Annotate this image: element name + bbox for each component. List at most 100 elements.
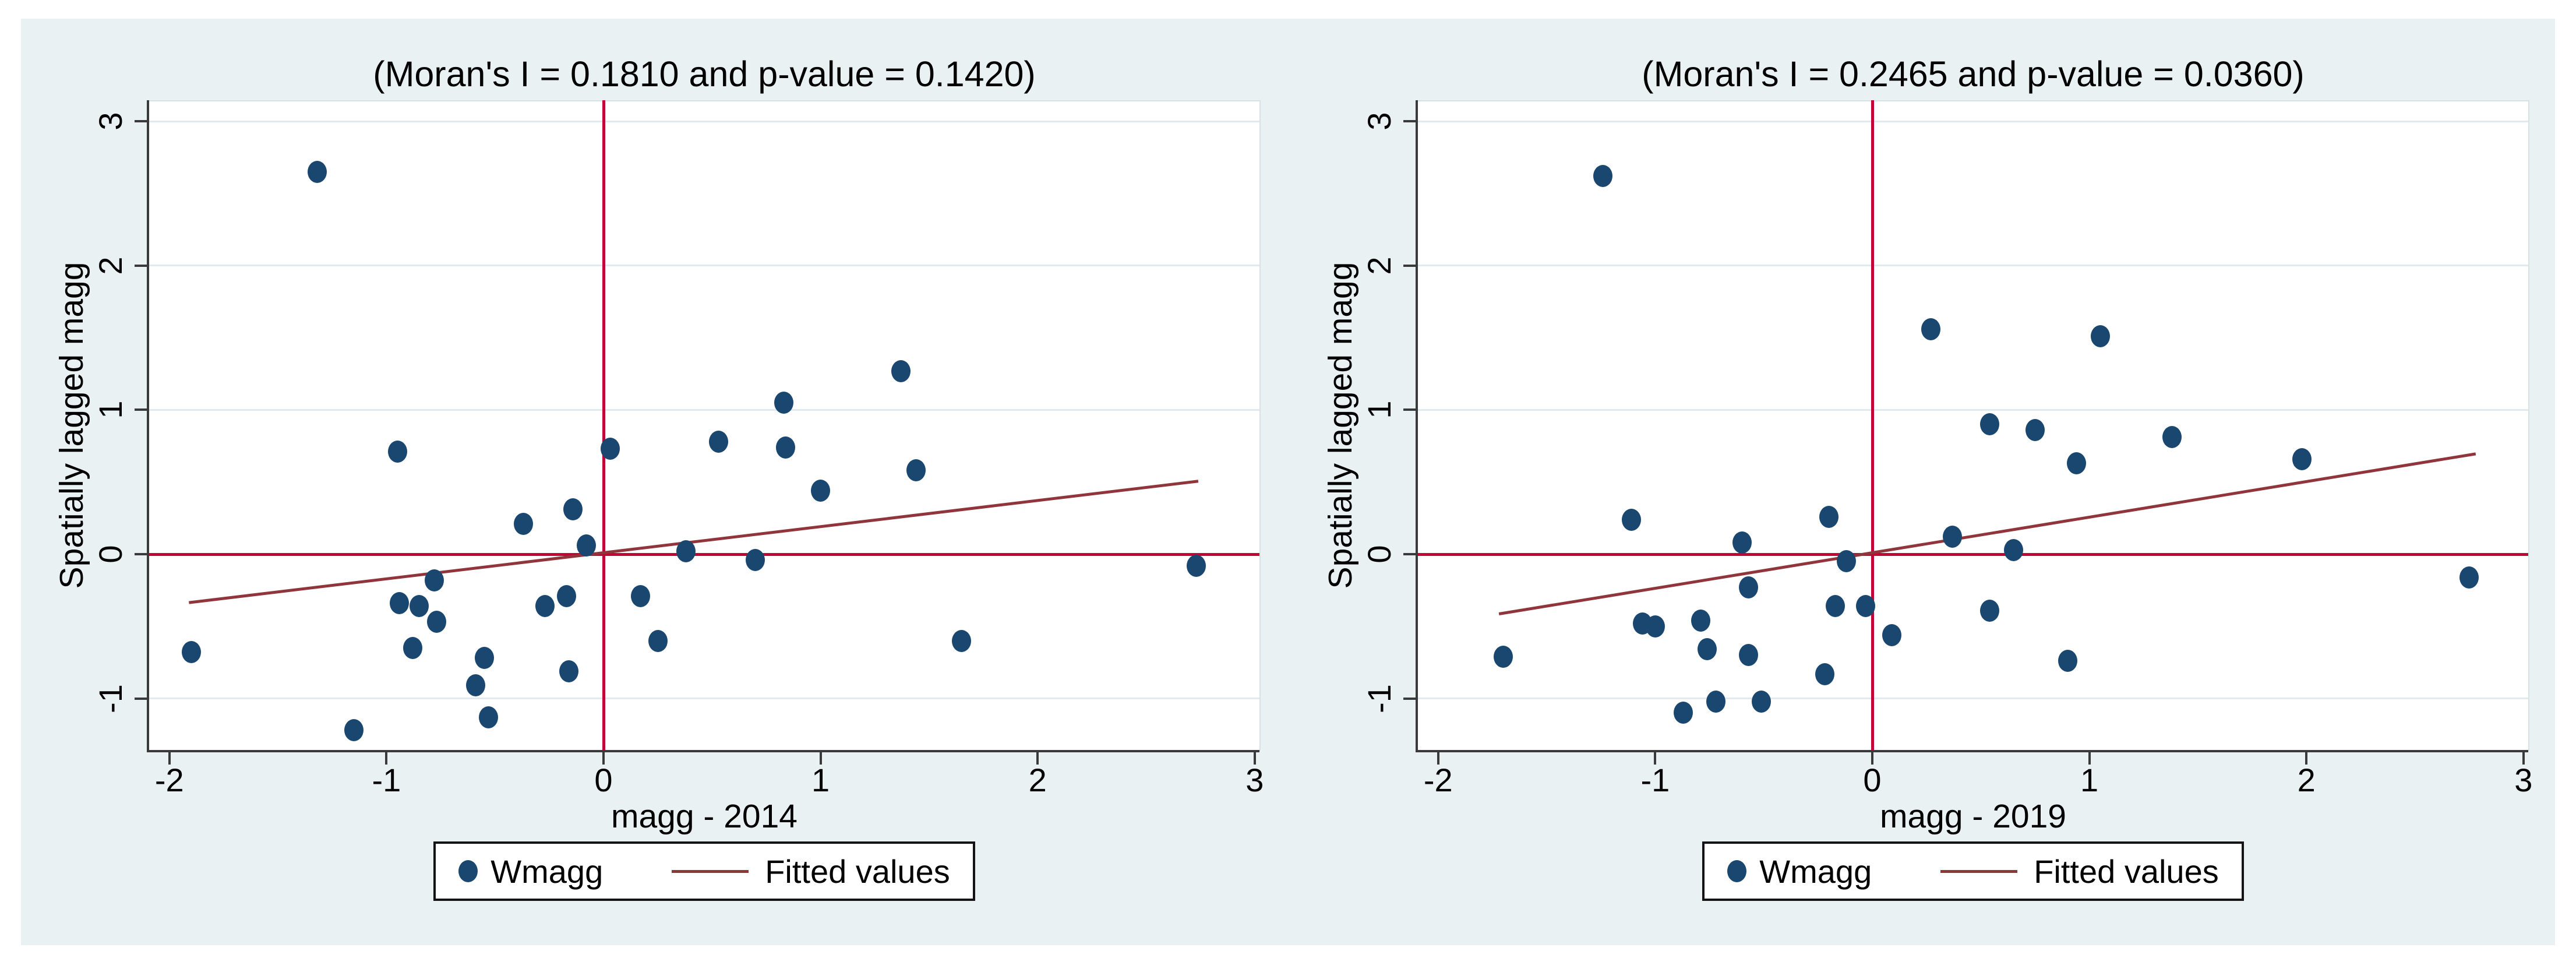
y-tick: [1403, 120, 1416, 123]
x-axis-title: magg - 2014: [611, 798, 798, 835]
scatter-point: [1856, 595, 1876, 618]
scatter-point: [403, 636, 422, 659]
legend-line-icon: [1940, 869, 2018, 873]
y-gridline: [149, 120, 1259, 122]
x-tick: [385, 752, 388, 765]
x-tick-label: 0: [594, 762, 613, 798]
x-axis-title: magg - 2019: [1879, 798, 2067, 835]
scatter-point: [811, 480, 831, 502]
scatter-point: [1739, 576, 1759, 598]
scatter-point: [1826, 595, 1845, 618]
legend: Wmagg Fitted values: [433, 841, 975, 901]
legend-line-label: Fitted values: [765, 853, 950, 890]
scatter-point: [2292, 448, 2312, 470]
y-tick: [135, 264, 147, 267]
x-tick: [2522, 752, 2525, 765]
legend-line-icon: [672, 869, 749, 873]
fitted-line-layer: [1498, 452, 2476, 615]
scatter-point: [559, 660, 578, 682]
x-tick: [1036, 752, 1039, 765]
x-tick-label: -1: [372, 762, 401, 798]
legend-marker-icon: [1727, 860, 1747, 882]
scatter-point: [409, 595, 429, 618]
scatter-point: [474, 647, 494, 670]
y-gridline: [1418, 698, 2528, 700]
scatter-point: [746, 548, 765, 571]
scatter-point: [1819, 505, 1839, 528]
x-tick-label: 0: [1863, 762, 1882, 798]
y-tick: [135, 408, 147, 411]
legend-marker-icon: [458, 860, 478, 882]
scatter-point: [2162, 426, 2182, 449]
x-tick-label: -1: [1640, 762, 1670, 798]
scatter-point: [648, 629, 668, 652]
scatter-point: [557, 584, 577, 607]
y-tick: [135, 697, 147, 700]
scatter-point: [1593, 165, 1613, 188]
scatter-point: [479, 706, 499, 728]
y-gridline: [149, 698, 1259, 700]
y-tick-label: 2: [92, 256, 129, 275]
scatter-point: [2066, 452, 2086, 474]
scatter-point: [1752, 690, 1772, 713]
y-tick-label: -1: [92, 684, 129, 713]
plot-area: [1418, 100, 2529, 751]
scatter-point: [535, 595, 555, 618]
plot-area: [149, 100, 1261, 751]
y-gridline: [1418, 120, 2528, 122]
scatter-point: [2003, 538, 2023, 561]
y-tick-label: 1: [92, 400, 129, 419]
x-tick-label: -2: [1423, 762, 1453, 798]
fitted-values-line: [189, 480, 1199, 604]
legend-marker-label: Wmagg: [491, 853, 604, 890]
scatter-point: [513, 513, 533, 535]
x-tick-label: 2: [1028, 762, 1047, 798]
scatter-point: [1674, 702, 1693, 724]
scatter-point: [952, 629, 972, 652]
y-gridline: [149, 408, 1259, 411]
y-tick: [1403, 408, 1416, 411]
y-tick-label: -1: [1361, 684, 1398, 713]
fitted-line-layer: [189, 480, 1199, 604]
panel-title: (Moran's I = 0.1810 and p-value = 0.1420…: [373, 54, 1036, 94]
fitted-values-line: [1498, 452, 2476, 615]
y-tick-label: 1: [1361, 400, 1398, 419]
y-gridline: [149, 265, 1259, 267]
x-tick: [1253, 752, 1256, 765]
scatter-point: [2025, 419, 2045, 442]
x-tick: [2088, 752, 2091, 765]
scatter-point: [576, 534, 596, 557]
scatter-point: [1979, 599, 1999, 622]
scatter-point: [774, 392, 793, 414]
x-axis-line: [147, 750, 1259, 752]
x-tick: [1437, 752, 1439, 765]
scatter-point: [1494, 645, 1513, 668]
y-tick: [1403, 264, 1416, 267]
x-zero-reference-line: [602, 100, 605, 750]
y-tick: [135, 120, 147, 123]
scatter-point: [390, 592, 410, 615]
y-tick: [1403, 553, 1416, 555]
legend-marker-label: Wmagg: [1759, 853, 1872, 890]
y-axis-line: [147, 100, 149, 752]
scatter-point: [630, 584, 650, 607]
y-tick: [135, 553, 147, 555]
scatter-point: [387, 441, 407, 463]
scatter-point: [2058, 650, 2077, 672]
x-tick: [1654, 752, 1657, 765]
x-axis-line: [1416, 750, 2528, 752]
scatter-point: [1882, 624, 1902, 646]
panel-title: (Moran's I = 0.2465 and p-value = 0.0360…: [1642, 54, 2305, 94]
scatter-point: [1691, 609, 1711, 632]
scatter-point: [776, 436, 796, 459]
legend: Wmagg Fitted values: [1702, 841, 2244, 901]
scatter-point: [1186, 554, 1206, 577]
x-zero-reference-line: [1871, 100, 1874, 750]
scatter-point: [600, 438, 620, 460]
scatter-point: [424, 569, 444, 591]
scatter-point: [1732, 531, 1752, 554]
scatter-point: [1979, 413, 1999, 436]
scatter-point: [307, 160, 327, 183]
x-tick-label: 3: [2514, 762, 2533, 798]
